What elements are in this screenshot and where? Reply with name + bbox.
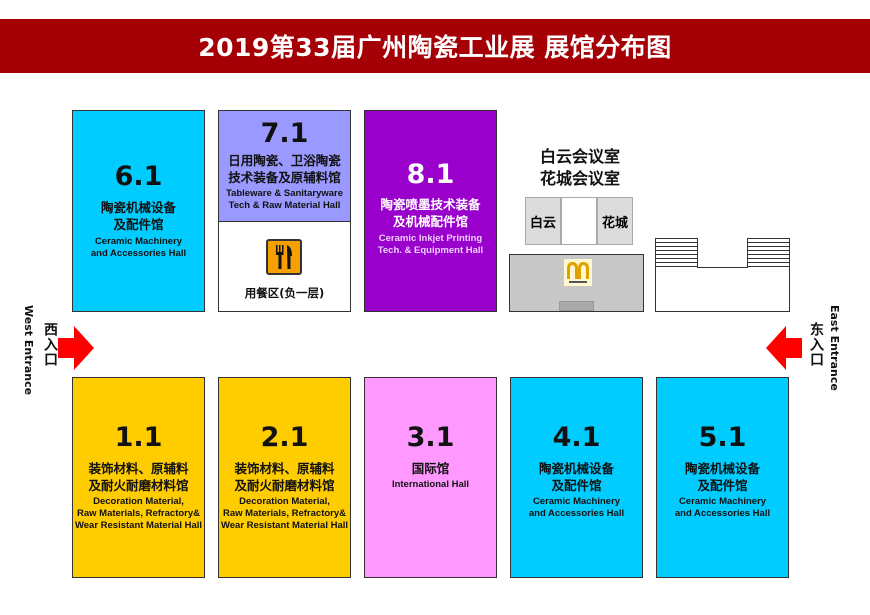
west-entrance-label-cn: 西入口 [42,322,58,367]
hall-4-1[interactable]: 4.1 陶瓷机械设备 及配件馆 Ceramic Machinery and Ac… [510,377,643,578]
dining-label: 用餐区(负一层) [244,286,325,300]
hall-8-1[interactable]: 8.1 陶瓷喷墨技术装备 及机械配件馆 Ceramic Inkjet Print… [364,110,497,312]
dining-area: 用餐区(负一层) [244,222,325,302]
hall-name-en: Ceramic Machinery [532,496,621,507]
building-outline [655,267,790,312]
hall-number: 2.1 [260,422,309,453]
hall-name-cn: 及配件馆 [551,478,602,493]
hall-number: 1.1 [114,422,163,453]
meeting-room-baiyun[interactable]: 白云 [525,197,561,245]
hall-name-en: Ceramic Inkjet Printing [378,233,483,244]
hall-name-en: Raw Materials, Refractory& [76,508,201,519]
stairs-left [655,238,698,268]
hall-name-cn: 技术装备及原辅料馆 [228,170,341,185]
hall-name-en: Ceramic Machinery [94,236,183,247]
hall-name-cn: 及耐火耐磨材料馆 [234,478,335,493]
hall-name-en: Decoration Material, [239,496,330,507]
hall-name-en: Wear Resistant Material Hall [220,520,349,531]
hall-name-en: Wear Resistant Material Hall [74,520,203,531]
mcdonalds-logo-icon [564,259,592,286]
hall-name-cn: 及机械配件馆 [392,214,468,229]
hall-name-en: Tableware & Sanitaryware [225,188,344,199]
hall-name-en: Decoration Material, [93,496,184,507]
east-entrance-arrow-icon [766,326,802,370]
hall-number: 4.1 [552,422,601,453]
hall-name-cn: 日用陶瓷、卫浴陶瓷 [228,153,341,168]
hall-number: 6.1 [114,161,163,192]
east-entrance-label-cn: 东入口 [808,322,824,367]
hall-number: 3.1 [406,422,455,453]
hall-name-cn: 国际馆 [411,461,450,476]
hall-name-en: and Accessories Hall [90,248,187,259]
hall-name-en: Ceramic Machinery [678,496,767,507]
stairs-right [747,238,790,268]
west-entrance-arrow-icon [58,326,94,370]
title-bar: 2019第33届广州陶瓷工业展 展馆分布图 [0,19,870,73]
hall-2-1[interactable]: 2.1 装饰材料、原辅料 及耐火耐磨材料馆 Decoration Materia… [218,377,351,578]
hall-name-cn: 装饰材料、原辅料 [88,461,189,476]
hall-name-cn: 及配件馆 [113,217,164,232]
mcdonalds-area[interactable] [509,254,644,312]
meeting-room-title-1: 白云会议室 [539,147,620,166]
hall-name-en: Tech. & Equipment Hall [377,245,484,256]
hall-7-1-area: 7.1 日用陶瓷、卫浴陶瓷 技术装备及原辅料馆 Tableware & Sani… [219,111,350,222]
west-entrance-label-en: West Entrance [22,305,35,396]
corridor [561,197,597,245]
east-entrance-label-en: East Entrance [828,305,841,391]
hall-name-cn: 陶瓷机械设备 [538,461,614,476]
hall-name-cn: 陶瓷喷墨技术装备 [380,197,481,212]
hall-name-cn: 陶瓷机械设备 [100,200,176,215]
hall-5-1[interactable]: 5.1 陶瓷机械设备 及配件馆 Ceramic Machinery and Ac… [656,377,789,578]
hall-name-en: Raw Materials, Refractory& [222,508,347,519]
hall-1-1[interactable]: 1.1 装饰材料、原辅料 及耐火耐磨材料馆 Decoration Materia… [72,377,205,578]
hall-name-cn: 装饰材料、原辅料 [234,461,335,476]
meeting-room-title-2: 花城会议室 [539,169,620,188]
hall-name-en: and Accessories Hall [674,508,771,519]
hall-number: 7.1 [260,118,309,149]
fork-knife-icon [266,239,303,275]
hall-6-1[interactable]: 6.1 陶瓷机械设备 及配件馆 Ceramic Machinery and Ac… [72,110,205,312]
page-title: 2019第33届广州陶瓷工业展 展馆分布图 [198,33,672,62]
hall-number: 5.1 [698,422,747,453]
meeting-room-huacheng[interactable]: 花城 [597,197,633,245]
hall-name-en: Tech & Raw Material Hall [228,200,341,211]
door [559,301,594,311]
hall-7-1[interactable]: 7.1 日用陶瓷、卫浴陶瓷 技术装备及原辅料馆 Tableware & Sani… [218,110,351,312]
hall-name-cn: 陶瓷机械设备 [684,461,760,476]
hall-name-en: and Accessories Hall [528,508,625,519]
hall-name-cn: 及配件馆 [697,478,748,493]
hall-3-1[interactable]: 3.1 国际馆 International Hall [364,377,497,578]
meeting-rooms-title: 白云会议室 花城会议室 [520,146,640,190]
hall-number: 8.1 [406,159,455,190]
hall-name-en: International Hall [391,479,470,490]
hall-name-cn: 及耐火耐磨材料馆 [88,478,189,493]
